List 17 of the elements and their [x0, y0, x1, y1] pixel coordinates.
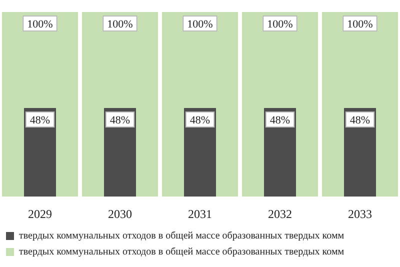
- data-label: 48%: [30, 114, 50, 126]
- data-label: 100%: [267, 18, 293, 30]
- legend-label: твердых коммунальных отходов в общей массе образованных твердых комм: [19, 246, 345, 258]
- data-label: 48%: [110, 114, 130, 126]
- data-label: 100%: [27, 18, 53, 30]
- x-tick-label: 2029: [28, 206, 52, 221]
- x-tick-label: 2030: [108, 206, 132, 221]
- legend-label: твердых коммунальных отходов в общей массе образованных твердых комм: [19, 230, 345, 242]
- data-label: 100%: [187, 18, 213, 30]
- data-label: 48%: [270, 114, 290, 126]
- data-label: 100%: [107, 18, 133, 30]
- x-tick-label: 2033: [348, 206, 372, 221]
- data-label: 48%: [190, 114, 210, 126]
- data-label: 100%: [347, 18, 373, 30]
- data-label: 48%: [350, 114, 370, 126]
- x-tick-label: 2031: [188, 206, 212, 221]
- x-tick-label: 2032: [268, 206, 292, 221]
